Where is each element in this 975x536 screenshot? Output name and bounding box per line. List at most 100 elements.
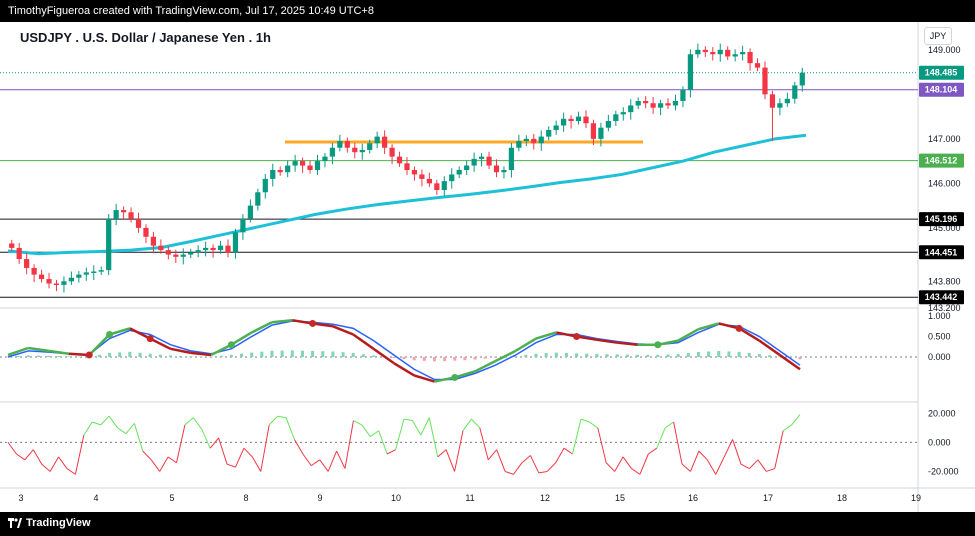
candle-body bbox=[613, 114, 619, 122]
osc-histogram-bar bbox=[290, 350, 294, 357]
candle-body bbox=[769, 94, 776, 108]
mom-line-segment bbox=[16, 453, 26, 461]
mom-line-segment bbox=[563, 447, 573, 455]
osc-histogram-bar bbox=[311, 350, 315, 357]
mom-y-tick-label: -20.000 bbox=[928, 466, 959, 476]
osc-histogram-bar bbox=[757, 354, 761, 357]
candle-body bbox=[143, 227, 149, 237]
mom-line-segment bbox=[774, 430, 784, 469]
osc-histogram-bar bbox=[351, 352, 355, 357]
mom-line-segment bbox=[681, 463, 691, 472]
currency-button[interactable]: JPY bbox=[924, 27, 952, 45]
mom-line-segment bbox=[92, 421, 101, 426]
osc-histogram-bar bbox=[300, 350, 304, 357]
osc-histogram-bar bbox=[473, 357, 477, 360]
candle-body bbox=[635, 101, 641, 106]
candle-body bbox=[83, 272, 89, 275]
osc-histogram-bar bbox=[575, 353, 579, 357]
x-tick-label: 5 bbox=[169, 493, 174, 503]
mom-line-segment bbox=[218, 437, 228, 465]
mom-line-segment bbox=[715, 456, 725, 475]
y-tick-label: 143.200 bbox=[928, 303, 961, 313]
candle-body bbox=[31, 267, 37, 275]
x-tick-label: 16 bbox=[688, 493, 698, 503]
x-tick-label: 4 bbox=[93, 493, 98, 503]
candle-body bbox=[158, 245, 164, 251]
candle-body bbox=[411, 170, 418, 175]
osc-main-segment bbox=[88, 333, 111, 356]
osc-main-segment bbox=[129, 327, 151, 340]
candle-body bbox=[493, 165, 500, 173]
candle-body bbox=[516, 141, 522, 148]
mom-line-segment bbox=[589, 421, 599, 429]
x-tick-label: 9 bbox=[317, 493, 322, 503]
candle-body bbox=[262, 178, 268, 193]
mom-line-segment bbox=[133, 423, 144, 452]
mom-line-segment bbox=[100, 415, 110, 426]
candle-body bbox=[725, 49, 731, 57]
candle-body bbox=[471, 158, 477, 166]
candle-body bbox=[68, 277, 75, 282]
osc-histogram-bar bbox=[615, 354, 619, 357]
candle-body bbox=[404, 163, 410, 170]
osc-histogram-bar bbox=[372, 355, 376, 357]
osc-histogram-bar bbox=[534, 353, 538, 357]
osc-main-segment bbox=[48, 349, 70, 355]
candle-body bbox=[434, 183, 440, 191]
candle-body bbox=[777, 103, 783, 108]
mom-line-segment bbox=[782, 424, 792, 432]
osc-histogram-bar bbox=[57, 356, 61, 357]
mom-line-segment bbox=[462, 418, 472, 432]
osc-histogram-bar bbox=[47, 355, 51, 357]
osc-histogram-bar bbox=[392, 357, 396, 359]
mom-line-segment bbox=[732, 439, 742, 465]
mom-line-segment bbox=[176, 424, 186, 463]
mom-line-segment bbox=[664, 421, 674, 429]
osc-cross-dot bbox=[146, 335, 154, 343]
chart-svg[interactable]: 3 4 5 8 9 10 11 12 15 16 17 18 19 149.000 147.000 146.0… bbox=[0, 22, 975, 512]
mom-line-segment bbox=[496, 449, 506, 472]
mom-line-segment bbox=[428, 417, 439, 458]
candle-body bbox=[486, 156, 492, 166]
osc-histogram-bar bbox=[453, 357, 457, 361]
candle-body bbox=[643, 101, 649, 104]
mom-line-segment bbox=[605, 462, 615, 472]
osc-histogram-bar bbox=[544, 353, 548, 357]
candle-body bbox=[98, 270, 104, 272]
price-tag: 146.512 bbox=[919, 153, 964, 168]
mom-line-segment bbox=[420, 417, 430, 436]
osc-main-segment bbox=[7, 346, 29, 357]
mom-line-segment bbox=[378, 430, 388, 455]
osc-main-segment bbox=[454, 370, 476, 379]
mom-line-segment bbox=[24, 449, 34, 461]
osc-histogram-bar bbox=[636, 354, 640, 357]
candle-body bbox=[739, 52, 746, 55]
candle-body bbox=[359, 149, 365, 153]
osc-main-segment bbox=[352, 333, 375, 350]
osc-cross-dot bbox=[106, 331, 114, 338]
tradingview-logo[interactable]: TradingView bbox=[8, 517, 91, 529]
osc-histogram-bar bbox=[128, 351, 132, 357]
candle-body bbox=[232, 232, 239, 253]
candle-body bbox=[173, 254, 179, 257]
osc-main-segment bbox=[372, 347, 395, 365]
osc-cross-dot bbox=[85, 351, 93, 359]
osc-histogram-bar bbox=[361, 354, 365, 357]
mom-line-segment bbox=[370, 430, 380, 437]
mom-line-segment bbox=[403, 418, 413, 422]
osc-y-tick-label: 0.000 bbox=[928, 352, 951, 362]
mom-line-segment bbox=[631, 468, 641, 475]
candle-body bbox=[441, 181, 447, 191]
osc-histogram-bar bbox=[443, 357, 447, 362]
osc-histogram-bar bbox=[108, 352, 112, 357]
chart-frame bbox=[0, 22, 975, 512]
osc-main-segment bbox=[413, 374, 435, 383]
mom-line-segment bbox=[521, 455, 531, 464]
candle-body bbox=[307, 165, 313, 170]
mom-line-segment bbox=[757, 459, 767, 472]
symbol-title[interactable]: USDJPY . U.S. Dollar / Japanese Yen . 1h bbox=[20, 30, 271, 45]
osc-histogram-bar bbox=[67, 356, 71, 357]
mom-line-segment bbox=[361, 424, 371, 437]
mom-line-segment bbox=[344, 420, 354, 469]
osc-histogram-bar bbox=[625, 354, 629, 357]
